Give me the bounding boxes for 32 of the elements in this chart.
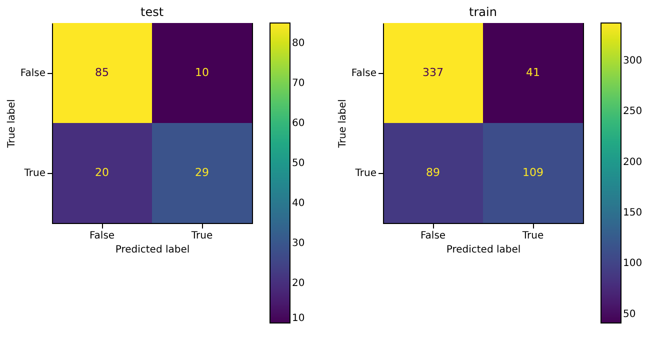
data-label: 41 [526,66,540,79]
data-label: 89 [426,166,440,179]
data-label: 10 [195,66,209,79]
data-label: 85 [95,66,109,79]
chart-title: train [469,5,497,19]
chart-title: test [140,5,164,19]
color-bar-label: 50 [292,158,305,169]
y-axis-title: True label [337,99,348,149]
data-label: 109 [522,166,544,179]
x-tick-label: True [190,230,213,242]
color-bar-label: 50 [623,308,636,320]
color-bar-label: 60 [292,118,305,129]
color-bar-label: 70 [292,78,305,89]
color-bar-label: 250 [623,106,642,118]
color-bar-label: 300 [623,56,642,66]
color-bar-label: 150 [623,208,642,219]
color-bar-label: 30 [292,238,305,249]
data-label: 20 [95,166,109,179]
y-axis-title: True label [6,99,18,149]
color-bar-label: 200 [623,156,642,168]
color-bar-label: 100 [623,258,642,270]
data-label: 337 [422,66,444,79]
x-tick-label: True [521,230,544,242]
color-bar-label: 20 [292,278,305,289]
data-label: 29 [195,166,209,179]
color-bar-label: 40 [292,198,305,209]
x-tick-label: False [420,230,446,242]
x-tick-label: False [89,230,115,242]
color-bar-label: 80 [292,38,305,49]
x-axis-title: Predicted label [446,244,521,256]
x-axis-title: Predicted label [115,244,190,256]
color-bar-label: 10 [292,313,305,324]
